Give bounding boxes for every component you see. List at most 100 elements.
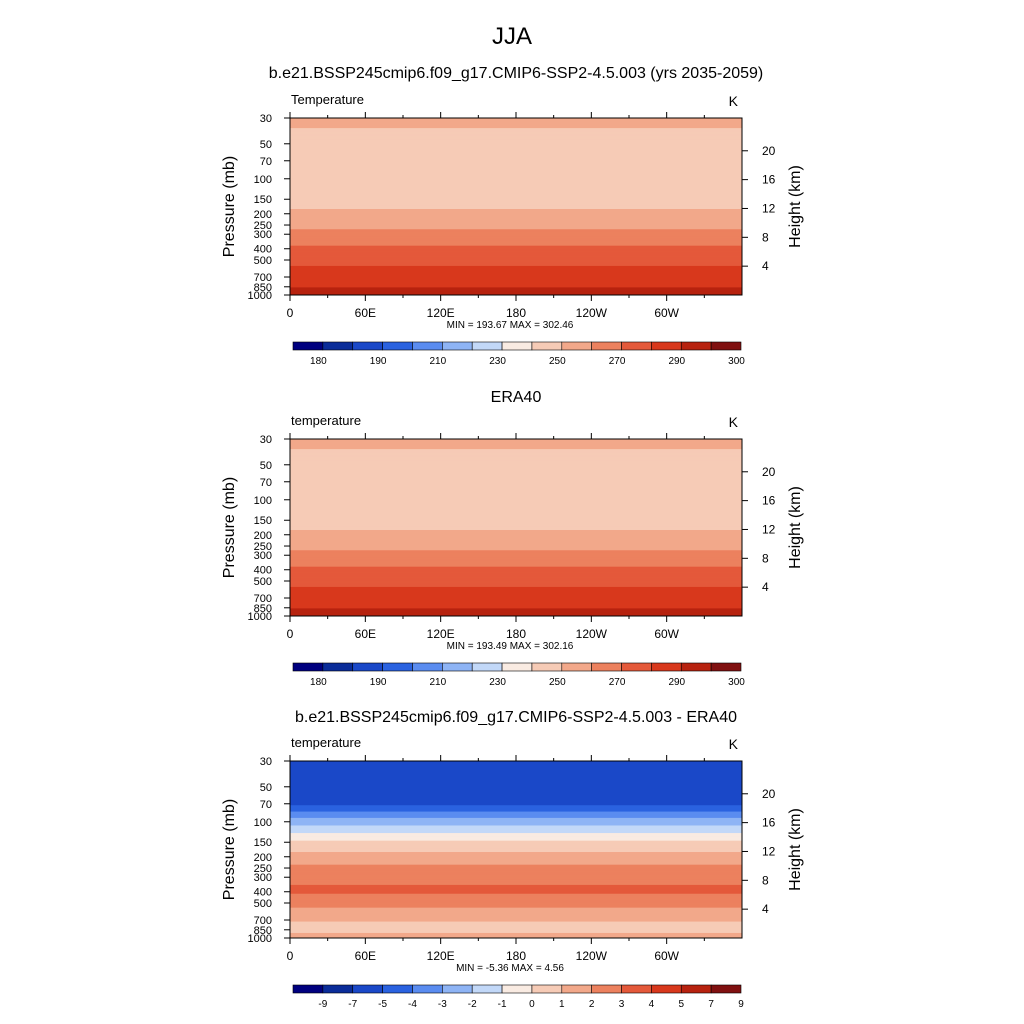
contour-band xyxy=(290,152,742,154)
contour-band xyxy=(290,803,742,806)
contour-band xyxy=(290,849,742,852)
contour-band xyxy=(290,934,742,937)
contour-band xyxy=(290,768,742,771)
colorbar-swatch xyxy=(322,662,354,672)
colorbar-label: 210 xyxy=(430,356,447,367)
colorbar-swatch xyxy=(621,662,652,672)
y-tick-label: 850 xyxy=(254,282,272,294)
contour-band xyxy=(290,118,742,120)
colorbar-swatch xyxy=(442,662,473,672)
contour-band xyxy=(290,828,742,830)
y-tick-label: 1000 xyxy=(248,611,272,623)
contour-band xyxy=(290,588,742,591)
colorbar-swatch xyxy=(382,662,413,672)
contour-band xyxy=(290,483,742,486)
contour-band xyxy=(290,128,742,130)
contour-band xyxy=(290,124,742,127)
contour-band xyxy=(290,604,742,607)
contour-band xyxy=(290,921,742,924)
contour-band xyxy=(290,257,742,259)
contour-band xyxy=(290,234,742,237)
contour-band xyxy=(290,281,742,283)
contour-band xyxy=(290,884,742,887)
contour-band xyxy=(290,782,742,785)
x-tick-label: 120E xyxy=(427,306,455,320)
y-tick-label: 400 xyxy=(254,244,272,256)
contour-band xyxy=(290,167,742,170)
contour-band xyxy=(290,814,742,816)
contour-band xyxy=(290,926,742,929)
contour-band xyxy=(290,475,742,478)
contour-band xyxy=(290,777,742,780)
contour-band xyxy=(290,852,742,854)
contour-band xyxy=(290,155,742,158)
contour-band xyxy=(290,793,742,796)
contour-band xyxy=(290,490,742,493)
colorbar-swatch xyxy=(322,984,354,994)
contour-band xyxy=(290,465,742,468)
x-tick-label: 60E xyxy=(355,949,376,963)
contour-band xyxy=(290,546,742,549)
contour-band xyxy=(290,206,742,209)
unit-label: K xyxy=(729,736,739,752)
contour-band xyxy=(290,867,742,870)
contour-band xyxy=(290,570,742,573)
contour-band xyxy=(290,608,742,611)
contour-band xyxy=(290,143,742,146)
colorbar-swatch xyxy=(621,341,652,351)
contour-band xyxy=(290,446,742,449)
contour-band xyxy=(290,212,742,215)
contour-band xyxy=(290,876,742,878)
contour-band xyxy=(290,470,742,473)
contour-band xyxy=(290,231,742,234)
contour-band xyxy=(290,805,742,808)
contour-band xyxy=(290,527,742,530)
x-tick-label: 0 xyxy=(287,627,294,641)
y-tick-label: 500 xyxy=(254,898,272,910)
contour-band xyxy=(290,850,742,853)
colorbar-swatch xyxy=(651,984,682,994)
colorbar-label: 0 xyxy=(529,999,535,1010)
contour-band xyxy=(290,817,742,820)
contour-band xyxy=(290,554,742,556)
contour-band xyxy=(290,494,742,497)
contour-band xyxy=(290,245,742,248)
contour-band xyxy=(290,900,742,902)
contour-band xyxy=(290,235,742,238)
contour-band xyxy=(290,498,742,501)
contour-band xyxy=(290,126,742,129)
y2-tick-label: 20 xyxy=(762,465,776,479)
contour-band xyxy=(290,488,742,491)
contour-band xyxy=(290,898,742,901)
contour-band xyxy=(290,171,742,173)
contour-band xyxy=(290,815,742,818)
contour-band xyxy=(290,464,742,467)
y-tick-label: 70 xyxy=(260,799,272,811)
contour-band xyxy=(290,821,742,824)
contour-band xyxy=(290,767,742,770)
contour-band xyxy=(290,560,742,563)
contour-band xyxy=(290,148,742,151)
colorbar-swatch xyxy=(352,984,383,994)
colorbar-label: 190 xyxy=(370,677,387,688)
contour-band xyxy=(290,910,742,913)
contour-band xyxy=(290,514,742,517)
contour-band xyxy=(290,263,742,266)
contour-band xyxy=(290,614,742,616)
contour-band xyxy=(290,222,742,225)
unit-label: K xyxy=(729,93,739,109)
contour-band xyxy=(290,250,742,253)
contour-band xyxy=(290,864,742,867)
contour-band xyxy=(290,150,742,153)
contour-band xyxy=(290,292,742,295)
contour-band xyxy=(290,142,742,144)
contour-band xyxy=(290,603,742,606)
contour-band xyxy=(290,274,742,277)
x-tick-label: 180 xyxy=(506,306,526,320)
y-axis-label: Pressure (mb) xyxy=(221,799,238,900)
contour-band xyxy=(290,857,742,859)
contour-band xyxy=(290,201,742,204)
contour-band xyxy=(290,227,742,230)
contour-band xyxy=(290,533,742,536)
contour-band xyxy=(290,763,742,766)
